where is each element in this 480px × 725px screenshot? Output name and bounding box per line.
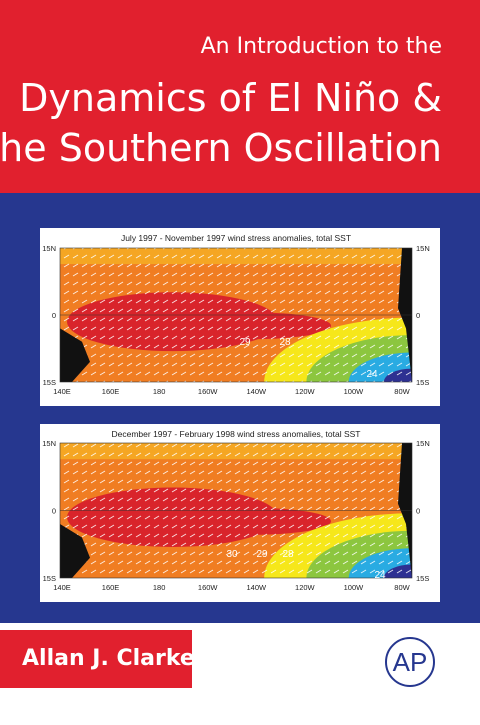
lat-label: 15S [43, 378, 56, 387]
lon-label: 120W [295, 387, 316, 396]
lon-label: 140W [246, 583, 267, 592]
lat-label: 0 [52, 311, 56, 320]
figure-caption: July 1997 - November 1997 wind stress an… [121, 233, 351, 243]
lat-label: 15S [416, 378, 429, 387]
lon-label: 160W [198, 583, 219, 592]
author-box: Allan J. Clarke [0, 630, 195, 688]
map-frame [59, 247, 413, 383]
lat-label: 15S [43, 574, 56, 583]
contour-label: 24 [374, 570, 386, 581]
title-line: An Introduction to the [200, 34, 442, 59]
lon-label: 80W [394, 387, 410, 396]
lat-label: 15N [42, 439, 56, 448]
contour-label: 30 [226, 549, 238, 560]
contour-label: 28 [282, 549, 294, 560]
lon-label: 100W [344, 583, 365, 592]
figure-caption: December 1997 - February 1998 wind stres… [112, 429, 361, 439]
sst-map [60, 443, 412, 578]
lon-label: 160E [102, 387, 120, 396]
title-band: An Introduction to the Dynamics of El Ni… [0, 0, 480, 193]
lon-label: 180 [153, 583, 166, 592]
lon-label: 140W [246, 387, 267, 396]
contour-label: 29 [256, 549, 268, 560]
contour-label: 28 [279, 337, 291, 348]
title-line: Dynamics of El Niño & [19, 76, 442, 120]
lon-label: 120W [295, 583, 316, 592]
lon-label: 140E [53, 387, 71, 396]
lat-label: 0 [416, 507, 420, 516]
lon-label: 80W [394, 583, 410, 592]
author: Allan J. Clarke [22, 646, 195, 671]
lon-label: 160W [198, 387, 219, 396]
lon-label: 180 [153, 387, 166, 396]
map-frame [59, 442, 413, 579]
lat-label: 15N [416, 244, 430, 253]
contour-label: 24 [366, 369, 378, 380]
lon-label: 160E [102, 583, 120, 592]
land [60, 328, 90, 382]
logo-text: AP [393, 647, 428, 677]
contour-label: 29 [239, 337, 251, 348]
lat-label: 0 [52, 507, 56, 516]
lon-label: 100W [344, 387, 365, 396]
land [60, 524, 90, 578]
logo-ring [385, 637, 435, 687]
title-line: the Southern Oscillation [0, 126, 442, 170]
lat-label: 15N [42, 244, 56, 253]
lat-label: 15N [416, 439, 430, 448]
sst-map [60, 248, 412, 382]
publisher-logo: AP [385, 637, 435, 687]
lat-label: 15S [416, 574, 429, 583]
lon-label: 140E [53, 583, 71, 592]
lat-label: 0 [416, 311, 420, 320]
